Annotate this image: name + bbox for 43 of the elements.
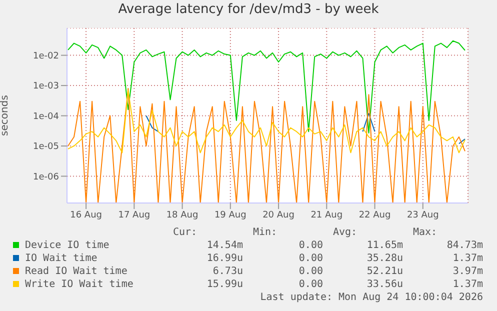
x-tick-label: 17 Aug — [118, 210, 150, 220]
line-series — [68, 40, 466, 134]
text: 11.65m — [366, 239, 404, 252]
text: 15.99u — [206, 278, 244, 291]
y-axis-title: seconds — [0, 95, 11, 136]
y-tick-label: 1e-03 — [33, 82, 59, 92]
y-tick-label: 1e-05 — [33, 142, 59, 152]
text: 0.00 — [298, 278, 324, 291]
y-tick-label: 1e-06 — [33, 172, 60, 182]
y-tick-label: 1e-04 — [33, 112, 60, 122]
line-series — [68, 90, 466, 154]
x-tick-label: 22 Aug — [358, 210, 391, 220]
x-tick-label: 18 Aug — [166, 210, 198, 220]
chart-title: Average latency for /dev/md3 - by week — [117, 2, 380, 17]
text: 0.00 — [298, 265, 324, 278]
text: 14.54m — [206, 239, 244, 252]
text: 52.21u — [366, 265, 404, 278]
x-tick-label: 21 Aug — [310, 210, 343, 220]
text: Last update: Mon Aug 24 10:00:04 2026 — [259, 291, 484, 304]
text: Avg: — [333, 227, 358, 238]
text: 16.99u — [206, 252, 244, 265]
legend-label: Read IO Wait time — [24, 265, 128, 278]
legend-label: Device IO time — [24, 239, 110, 252]
text: 84.73m — [446, 239, 484, 252]
x-tick-label: 20 Aug — [262, 210, 294, 220]
text: 3.97m — [452, 265, 484, 278]
x-tick-label: 19 Aug — [214, 210, 246, 220]
text: 6.73u — [212, 265, 244, 278]
text: Max: — [413, 227, 438, 238]
text: 0.00 — [298, 239, 324, 252]
legend-label: Write IO Wait time — [24, 278, 134, 291]
x-tick-label: 23 Aug — [406, 210, 439, 220]
text: 1.37m — [452, 278, 484, 291]
text: Min: — [253, 227, 278, 238]
x-tick-label: 16 Aug — [70, 210, 102, 220]
line-series — [68, 88, 466, 203]
text: 1.37m — [452, 252, 484, 265]
y-tick-label: 1e-02 — [33, 51, 59, 62]
text: 33.56u — [366, 278, 404, 291]
legend-label: IO Wait time — [24, 252, 98, 265]
text: 0.00 — [298, 252, 324, 265]
text: Cur: — [173, 227, 198, 238]
text: 35.28u — [366, 252, 404, 265]
